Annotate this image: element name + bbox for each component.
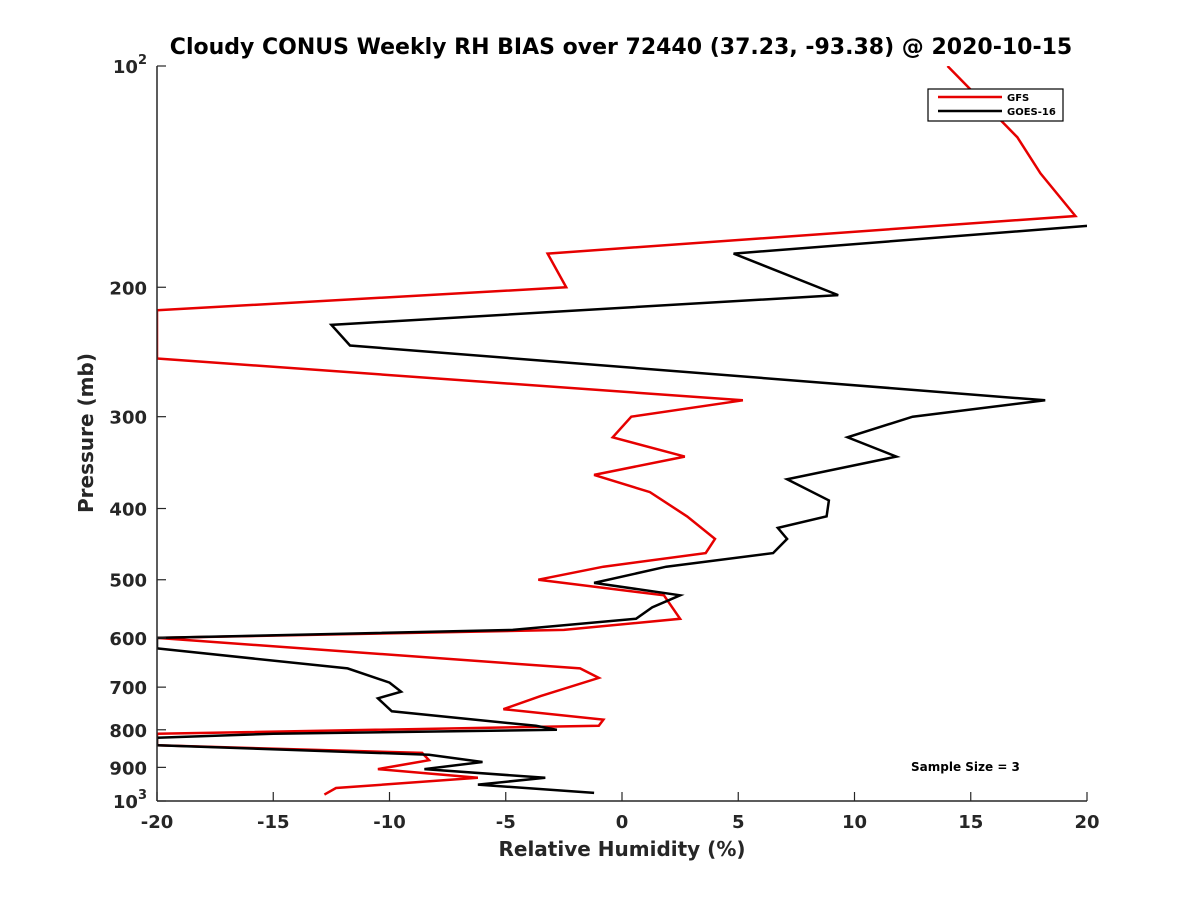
y-tick-label: 500 — [109, 571, 147, 592]
y-tick-label: 600 — [109, 629, 147, 650]
x-tick-label: -10 — [373, 812, 406, 833]
x-tick-label: 5 — [732, 812, 745, 833]
y-axis-label: Pressure (mb) — [74, 353, 98, 513]
x-tick-label: 15 — [958, 812, 983, 833]
ticks-layer: -20 -15 -10 -5 0 5 10 15 20 102 200 300 400 500 600 700… — [109, 53, 1099, 833]
series-line-gfs — [157, 66, 1078, 796]
y-tick-label: 300 — [109, 408, 147, 429]
y-tick-label: 800 — [109, 721, 147, 742]
x-tick-label: 20 — [1074, 812, 1099, 833]
legend: GFS GOES-16 — [927, 88, 1064, 122]
series-line-goes-16 — [157, 224, 1087, 795]
x-tick-label: 0 — [616, 812, 629, 833]
x-tick-label: 10 — [842, 812, 867, 833]
chart-title: Cloudy CONUS Weekly RH BIAS over 72440 (… — [170, 35, 1072, 60]
y-tick-label: 900 — [109, 758, 147, 779]
plot-area: -20 -15 -10 -5 0 5 10 15 20 102 200 300 400 500 600 700… — [109, 53, 1099, 833]
x-tick-label: -5 — [496, 812, 516, 833]
y-tick-label: 200 — [109, 278, 147, 299]
legend-label-gfs: GFS — [1007, 93, 1029, 104]
legend-label-goes-16: GOES-16 — [1007, 107, 1056, 118]
legend-box — [927, 88, 1064, 122]
x-axis-label: Relative Humidity (%) — [498, 837, 745, 861]
series-layer — [157, 66, 1087, 796]
y-tick-label: 700 — [109, 678, 147, 699]
y-tick-label: 400 — [109, 500, 147, 521]
sample-size-annotation: Sample Size = 3 — [911, 760, 1020, 774]
x-tick-label: -20 — [141, 812, 174, 833]
x-tick-label: -15 — [257, 812, 290, 833]
y-tick-label: 102 — [113, 53, 147, 78]
y-tick-label: 103 — [113, 788, 147, 813]
